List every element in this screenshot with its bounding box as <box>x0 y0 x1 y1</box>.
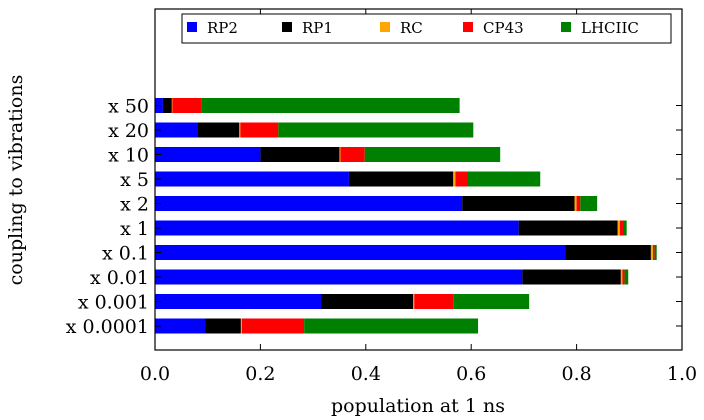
y-tick-label: x 1 <box>120 218 149 240</box>
bar-lhciic-8 <box>364 147 501 162</box>
x-tick-label: 0.0 <box>140 363 170 385</box>
bar-rc-3 <box>620 269 623 285</box>
bar-cp43-3 <box>622 269 625 285</box>
bar-rp1-8 <box>260 147 340 162</box>
y-tick-label: x 2 <box>120 194 149 216</box>
bar-rp2-7 <box>155 171 349 187</box>
legend-swatch-rp2 <box>187 22 197 32</box>
bar-cp43-4 <box>653 245 655 260</box>
bar-cp43-9 <box>240 122 279 138</box>
y-tick-label: x 20 <box>108 120 149 142</box>
bar-rp1-1 <box>205 318 241 334</box>
bar-cp43-8 <box>340 147 365 162</box>
bar-rp2-4 <box>155 245 566 260</box>
bar-cp43-2 <box>414 294 454 309</box>
x-tick-label: 1.0 <box>667 363 697 385</box>
x-tick-label: 0.4 <box>351 363 381 385</box>
legend-swatch-rp1 <box>282 22 292 32</box>
y-tick-label: x 10 <box>108 145 149 167</box>
bar-lhciic-4 <box>654 245 657 260</box>
bar-rp1-5 <box>518 220 618 236</box>
legend-label-rp2: RP2 <box>207 19 238 37</box>
bar-cp43-7 <box>455 171 467 187</box>
bar-rc-4 <box>650 245 654 260</box>
bar-rp1-4 <box>565 245 651 260</box>
bar-cp43-6 <box>576 196 581 211</box>
bar-rp2-6 <box>155 196 463 211</box>
bar-rp1-3 <box>522 269 621 285</box>
y-tick-label: x 0.0001 <box>66 316 149 338</box>
bar-cp43-1 <box>241 318 305 334</box>
y-tick-label: x 0.1 <box>102 243 149 265</box>
bar-rp2-9 <box>155 122 198 138</box>
bar-rc-1 <box>240 318 242 334</box>
y-tick-label: x 5 <box>120 169 149 191</box>
bar-rp1-10 <box>162 98 172 113</box>
y-axis-label: coupling to vibrations <box>5 75 27 286</box>
x-tick-label: 0.6 <box>456 363 486 385</box>
legend: RP2 RP1 RC CP43 LHCIIC <box>181 13 672 44</box>
bar-lhciic-5 <box>622 220 627 236</box>
y-tick-label: x 0.001 <box>78 292 149 314</box>
x-tick-label: 0.2 <box>245 363 275 385</box>
y-tick-label: x 0.01 <box>90 267 149 289</box>
bar-rc-5 <box>617 220 620 236</box>
legend-label-cp43: CP43 <box>483 19 524 37</box>
bar-cp43-10 <box>172 98 202 113</box>
bar-rp2-5 <box>155 220 519 236</box>
legend-label-lhciic: LHCIIC <box>581 19 639 37</box>
bar-lhciic-1 <box>304 318 479 334</box>
x-axis-label: population at 1 ns <box>331 395 505 417</box>
legend-swatch-rc <box>380 22 390 32</box>
bar-rp1-2 <box>321 294 414 309</box>
bar-rp1-6 <box>462 196 575 211</box>
legend-label-rc: RC <box>400 19 423 37</box>
legend-box <box>181 13 672 44</box>
bar-rp2-2 <box>155 294 322 309</box>
bar-rc-10 <box>171 98 173 113</box>
bar-lhciic-10 <box>201 98 460 113</box>
bar-lhciic-6 <box>580 196 598 211</box>
bar-rc-7 <box>453 171 456 187</box>
bar-rc-6 <box>574 196 577 211</box>
legend-label-rp1: RP1 <box>302 19 333 37</box>
bar-rp1-9 <box>197 122 240 138</box>
bar-rp2-8 <box>155 147 261 162</box>
bar-lhciic-2 <box>453 294 530 309</box>
bar-cp43-5 <box>619 220 623 236</box>
x-tick-label: 0.8 <box>561 363 591 385</box>
bar-rp1-7 <box>348 171 454 187</box>
y-tick-label: x 50 <box>108 96 149 118</box>
bar-rc-8 <box>339 147 341 162</box>
bars-layer <box>155 98 657 334</box>
legend-swatch-lhciic <box>561 22 571 32</box>
bar-rc-9 <box>239 122 241 138</box>
bar-rp2-3 <box>155 269 523 285</box>
bar-lhciic-7 <box>466 171 541 187</box>
bar-rp2-1 <box>155 318 206 334</box>
bar-lhciic-3 <box>624 269 629 285</box>
legend-swatch-cp43 <box>463 22 473 32</box>
bar-rc-2 <box>413 294 415 309</box>
x-axis-ticks: 0.0 0.2 0.4 0.6 0.8 1.0 <box>140 9 697 385</box>
bar-lhciic-9 <box>278 122 474 138</box>
